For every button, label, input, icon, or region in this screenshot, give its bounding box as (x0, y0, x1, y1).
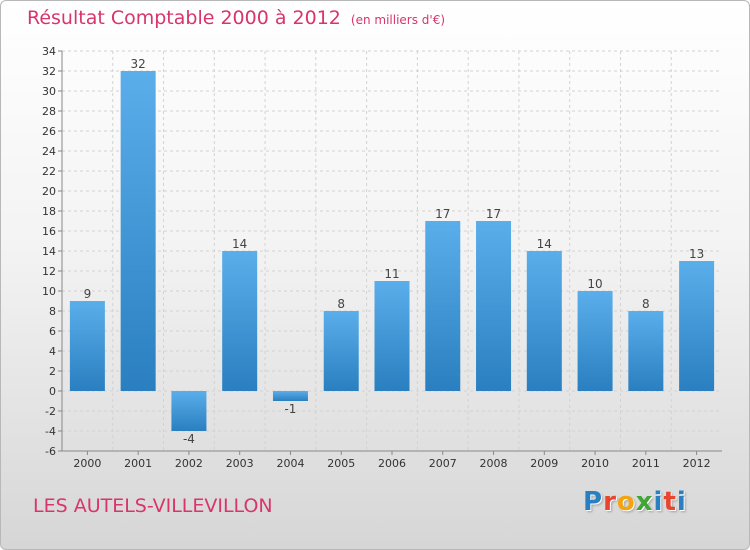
bar-2008 (476, 221, 512, 391)
data-label: 9 (84, 287, 92, 301)
x-tick-label: 2007 (429, 457, 457, 470)
y-tick-label: 30 (42, 85, 56, 98)
y-tick-label: 28 (42, 105, 56, 118)
chart-title: Résultat Comptable 2000 à 2012 (en millie… (27, 7, 445, 29)
y-tick-label: 24 (42, 145, 56, 158)
x-tick-label: 2002 (175, 457, 203, 470)
data-label: 13 (689, 247, 704, 261)
chart-subtitle: (en milliers d'€) (350, 13, 446, 27)
bar-2010 (577, 291, 613, 391)
bar-2011 (628, 311, 664, 391)
y-tick-label: -2 (45, 405, 56, 418)
logo-letter: r (603, 487, 617, 517)
y-tick-label: 32 (42, 65, 56, 78)
x-tick-label: 2004 (276, 457, 304, 470)
data-label: 14 (232, 237, 247, 251)
data-label: 11 (384, 267, 399, 281)
x-tick-label: 2009 (530, 457, 558, 470)
y-tick-label: 10 (42, 285, 56, 298)
y-tick-label: 34 (42, 45, 56, 58)
y-tick-label: -6 (45, 445, 56, 458)
title-text: Résultat Comptable 2000 à 2012 (27, 7, 341, 29)
x-tick-label: 2000 (73, 457, 101, 470)
bar-2003 (222, 251, 258, 391)
data-label: -4 (183, 432, 195, 446)
data-label: 32 (131, 57, 146, 71)
y-tick-label: 2 (49, 365, 56, 378)
logo-letter: o (616, 487, 636, 517)
y-tick-label: 4 (49, 345, 56, 358)
data-label: 8 (642, 297, 650, 311)
data-label: 8 (337, 297, 345, 311)
bar-2006 (374, 281, 410, 391)
logo-letter: i (653, 487, 664, 517)
data-label: 17 (486, 207, 501, 221)
data-label: 10 (587, 277, 602, 291)
logo-letter: i (676, 487, 687, 517)
y-tick-label: 18 (42, 205, 56, 218)
data-label: 14 (537, 237, 552, 251)
bar-2002 (171, 391, 207, 431)
y-tick-label: 26 (42, 125, 56, 138)
y-tick-label: 16 (42, 225, 56, 238)
data-labels: 9 32 -4 14 -1 8 11 17 17 14 10 8 13 (84, 57, 705, 446)
bar-2007 (425, 221, 461, 391)
x-tick-label: 2003 (226, 457, 254, 470)
bars (69, 71, 715, 431)
x-tick-label: 2001 (124, 457, 152, 470)
y-tick-label: 8 (49, 305, 56, 318)
commune-name: LES AUTELS-VILLEVILLON (33, 495, 273, 517)
y-tick-label: -4 (45, 425, 56, 438)
bar-2005 (323, 311, 359, 391)
x-tick-label: 2008 (480, 457, 508, 470)
data-label: -1 (284, 402, 296, 416)
y-tick-label: 12 (42, 265, 56, 278)
y-tick-label: 6 (49, 325, 56, 338)
x-tick-label: 2012 (683, 457, 711, 470)
x-tick-label: 2010 (581, 457, 609, 470)
proxiti-logo[interactable]: Proxiti (583, 487, 687, 517)
x-tick-label: 2011 (632, 457, 660, 470)
bar-2012 (679, 261, 715, 391)
bar-2001 (120, 71, 156, 391)
bar-2004 (272, 391, 308, 401)
logo-letter: P (583, 487, 604, 517)
y-tick-label: 20 (42, 185, 56, 198)
y-tick-label: 22 (42, 165, 56, 178)
x-tick-label: 2006 (378, 457, 406, 470)
x-tick-label: 2005 (327, 457, 355, 470)
grid-lines (62, 50, 722, 452)
logo-letter: t (663, 487, 677, 517)
y-tick-label: 0 (49, 385, 56, 398)
logo-letter: x (635, 487, 654, 517)
bar-2009 (526, 251, 562, 391)
bar-2000 (69, 301, 105, 391)
data-label: 17 (435, 207, 450, 221)
axes: -6-4-20246810121416182022242628303234200… (42, 45, 722, 470)
y-tick-label: 14 (42, 245, 56, 258)
